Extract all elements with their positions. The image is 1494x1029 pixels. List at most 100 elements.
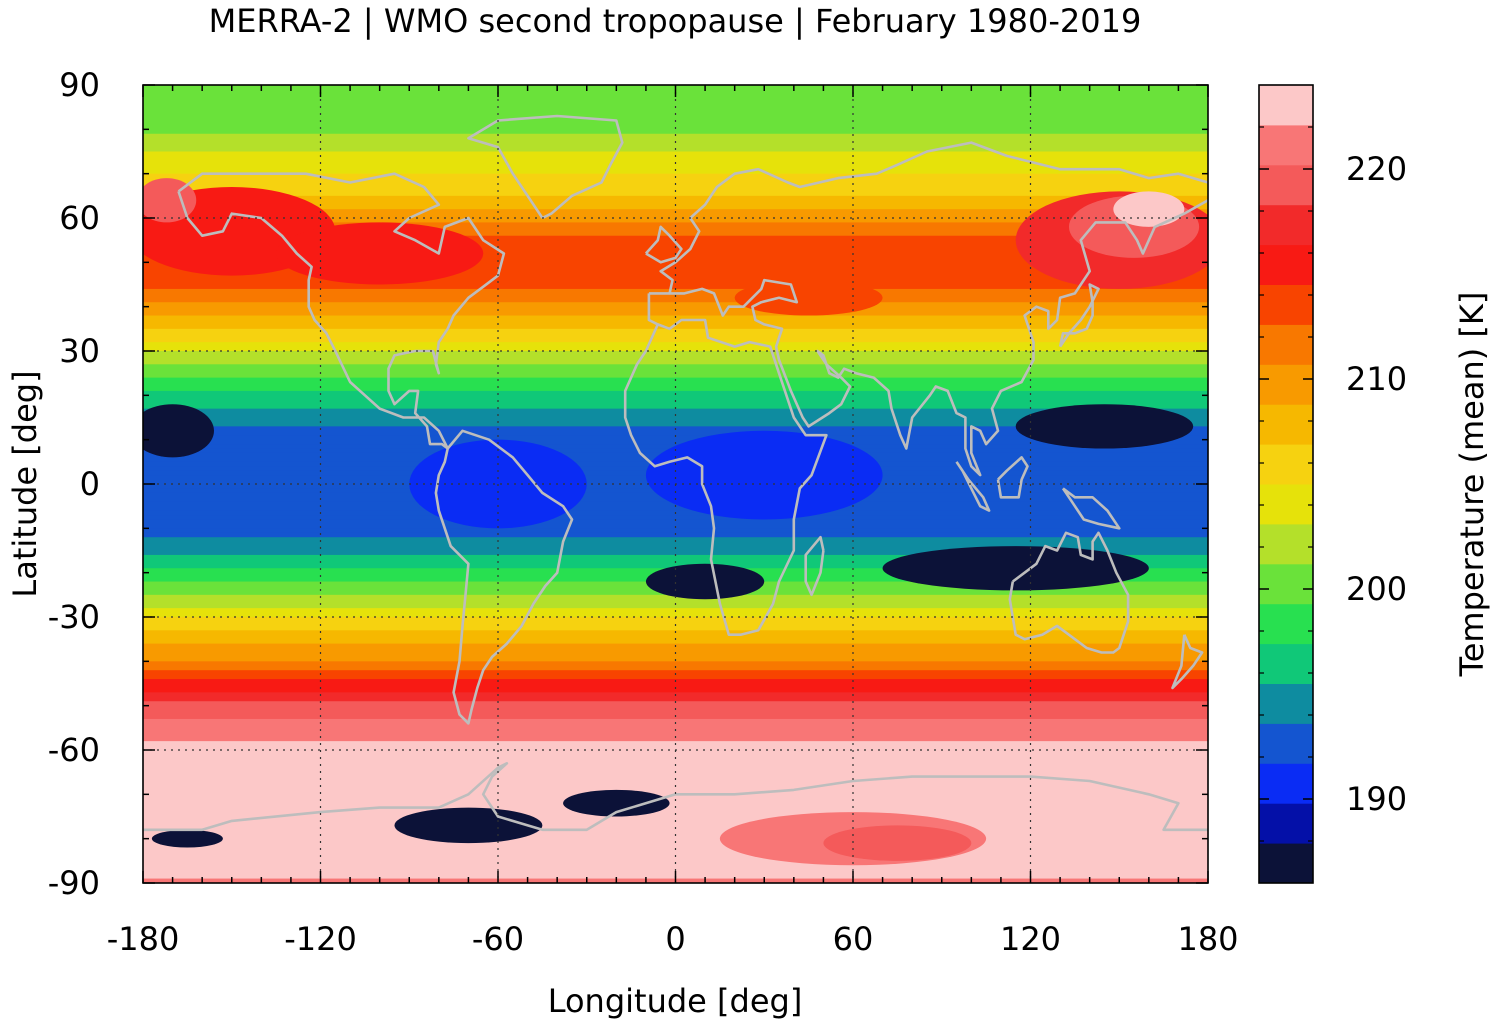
heatmap-band [143, 847, 1208, 853]
heatmap-band [143, 532, 1208, 538]
heatmap-band [143, 129, 1208, 135]
heatmap-band [143, 359, 1208, 365]
heatmap-band [143, 200, 1208, 206]
x-tick-label: 60 [833, 920, 874, 958]
colorbar-tick-label: 220 [1346, 150, 1407, 188]
heatmap-band [143, 417, 1208, 423]
heatmap-band [143, 550, 1208, 556]
y-tick-label: 0 [80, 465, 100, 503]
x-tick-label: 180 [1177, 920, 1238, 958]
heatmap-band [143, 519, 1208, 525]
heatmap-band [143, 541, 1208, 547]
heatmap-band [143, 204, 1208, 210]
colorbar-swatch [1259, 683, 1313, 724]
heatmap-band [143, 275, 1208, 281]
heatmap-band [143, 107, 1208, 113]
colorbar-swatch [1259, 803, 1313, 844]
heatmap-band [143, 723, 1208, 729]
heatmap-band [143, 178, 1208, 184]
cold-patch-west-pacific [1015, 404, 1194, 449]
heatmap-band [143, 319, 1208, 325]
heatmap-band [143, 302, 1208, 308]
heatmap-band [143, 408, 1208, 414]
coastlines [143, 114, 1208, 832]
heatmap-band [143, 435, 1208, 441]
heatmap-band [143, 226, 1208, 232]
warm-core-america [276, 222, 484, 285]
heatmap-band [143, 262, 1208, 268]
warm-core-mediterranean [734, 280, 883, 316]
heatmap-band [143, 696, 1208, 702]
colorbar [1259, 85, 1313, 884]
cold-patch-antarctic-coast [563, 789, 670, 817]
coastline-path [1058, 283, 1100, 348]
heatmap-band [143, 767, 1208, 773]
colorbar-frame [1258, 84, 1314, 884]
heatmap-band [143, 191, 1208, 197]
heatmap-band [143, 683, 1208, 689]
colorbar-swatch [1259, 643, 1313, 684]
colorbar-swatch [1259, 523, 1313, 565]
heatmap-band [143, 271, 1208, 277]
y-axis-label: Latitude [deg] [6, 370, 44, 597]
heatmap-band [143, 133, 1208, 139]
y-tick-label: -30 [48, 598, 100, 636]
heatmap-band [143, 324, 1208, 330]
heatmap-band [143, 865, 1208, 871]
coastline-path [1171, 634, 1204, 690]
x-tick-label: 120 [1000, 920, 1061, 958]
heatmap-band [143, 803, 1208, 809]
cold-patch-ross [151, 829, 223, 848]
colorbar-swatch [1259, 324, 1313, 365]
heatmap-band [143, 116, 1208, 122]
coastline-path [1008, 531, 1130, 654]
temperature-regional-anomalies [143, 178, 1208, 866]
heatmap-band [143, 346, 1208, 352]
colorbar-tick-label: 200 [1346, 570, 1407, 608]
colorbar-swatch [1259, 204, 1313, 246]
heatmap-band [143, 639, 1208, 645]
colorbar-tick-label: 210 [1346, 360, 1407, 398]
heatmap-band [143, 687, 1208, 693]
heatmap-band [143, 612, 1208, 618]
heatmap-band [143, 794, 1208, 800]
y-tick-label: -60 [48, 731, 100, 769]
colorbar-swatch [1259, 723, 1313, 764]
heatmap-band [143, 670, 1208, 676]
y-tick-label: 60 [59, 199, 100, 237]
heatmap-band [143, 266, 1208, 272]
heatmap-band [143, 745, 1208, 751]
heatmap-band [143, 621, 1208, 627]
colorbar-swatch [1259, 444, 1313, 485]
coastline-path [434, 429, 574, 725]
colorbar-swatch [1259, 244, 1313, 285]
heatmap-band [143, 373, 1208, 379]
colorbar-swatch [1259, 284, 1313, 325]
heatmap-band [143, 249, 1208, 255]
heatmap-band [143, 355, 1208, 361]
heatmap-band [143, 851, 1208, 857]
heatmap-band [143, 785, 1208, 791]
x-tick-labels: -180 -120 -60 0 60 120 180 [107, 920, 1239, 958]
heatmap-band [143, 772, 1208, 778]
x-tick-label: -60 [472, 920, 524, 958]
heatmap-band [143, 182, 1208, 188]
coastline-path [955, 461, 991, 512]
heatmap-band [143, 665, 1208, 671]
heatmap-band [143, 155, 1208, 161]
heatmap-band [143, 164, 1208, 170]
heatmap-band [143, 528, 1208, 534]
heatmap-band [143, 829, 1208, 835]
colorbar-swatch [1259, 563, 1313, 605]
coastline-path [467, 114, 624, 220]
heatmap-band [143, 120, 1208, 126]
heatmap-band [143, 151, 1208, 157]
heatmap-band [143, 368, 1208, 374]
coastline-path [804, 535, 825, 597]
heatmap-band [143, 138, 1208, 144]
heatmap-band [143, 599, 1208, 605]
heatmap-band [143, 856, 1208, 862]
colorbar-swatch [1259, 85, 1313, 126]
heatmap-band [143, 648, 1208, 654]
